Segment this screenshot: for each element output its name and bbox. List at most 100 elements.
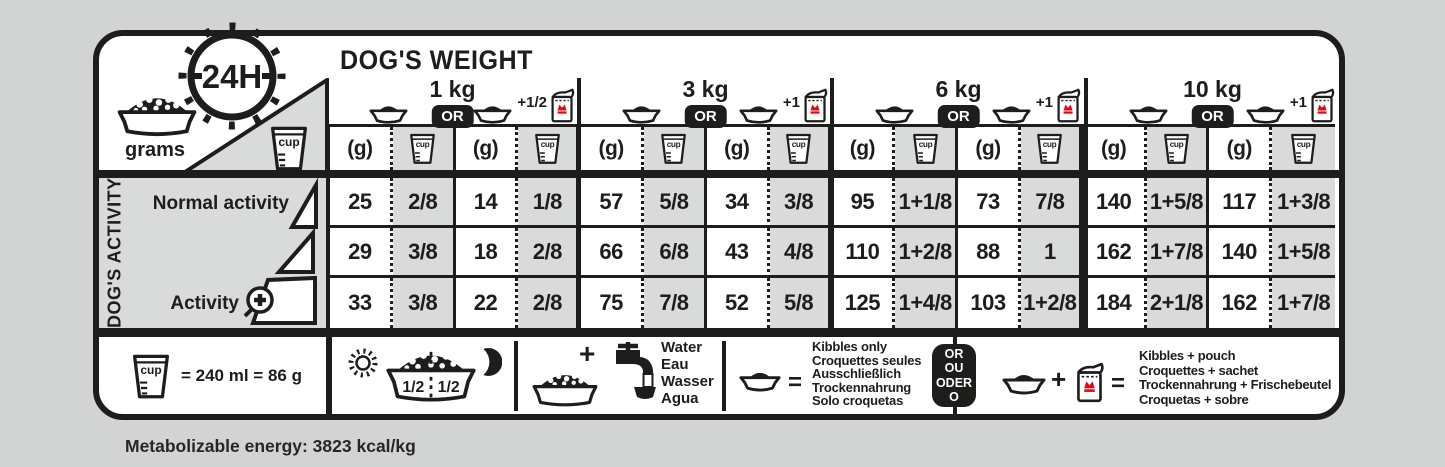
svg-text:cup: cup xyxy=(1170,140,1184,149)
legend-divider-thin xyxy=(514,341,518,411)
svg-text:cup: cup xyxy=(416,140,430,149)
legend-divider xyxy=(326,337,332,414)
table-cell: 75 xyxy=(581,278,645,328)
subheader-cup-cell: cup xyxy=(644,127,707,170)
bowl-icon xyxy=(622,106,661,124)
cup-conversion-label: = 240 ml = 86 g xyxy=(181,366,302,385)
table-cell: 1+5/8 xyxy=(1146,178,1210,228)
table-cell: 7/8 xyxy=(644,278,707,328)
subheader-cup-cell: cup xyxy=(1272,127,1335,170)
cup-icon: cup xyxy=(661,133,687,164)
equals-sign: = xyxy=(788,369,803,396)
grams-label: grams xyxy=(124,139,186,161)
pouch-icon xyxy=(551,88,575,123)
subheader-gram-cell: (g) xyxy=(456,127,519,170)
or-badge: OR OU ODER O xyxy=(932,344,976,407)
subheader-gram-cell: (g) xyxy=(833,127,896,170)
weight-group-10kg: 10 kg OR +1 xyxy=(1086,76,1339,128)
subheader-cup-cell: cup xyxy=(392,127,456,170)
svg-text:1/2: 1/2 xyxy=(402,379,424,396)
table-subheader: (g) cup (g) cup (g) cup (g) cup (g) cup (g) c… xyxy=(330,127,1335,170)
cup-icon: cup xyxy=(410,133,436,164)
table-cell: 1+4/8 xyxy=(895,278,959,328)
table-cell: 5/8 xyxy=(644,178,707,228)
table-cell: 162 xyxy=(1209,278,1273,328)
table-cell: 140 xyxy=(1209,228,1273,278)
or-pill: OR xyxy=(937,105,980,128)
plus-sign: + xyxy=(1051,364,1067,394)
table-cell: 34 xyxy=(706,178,770,228)
table-cell: 1+2/8 xyxy=(1020,278,1084,328)
or-pill: OR xyxy=(1191,105,1234,128)
group-divider xyxy=(1084,78,1088,328)
table-cell: 1 xyxy=(1020,228,1084,278)
table-cell: 3/8 xyxy=(392,278,456,328)
weight-label: 3 kg xyxy=(682,76,729,102)
bowl-icon xyxy=(875,106,914,124)
subheader-cup-cell: cup xyxy=(518,127,582,170)
table-cell: 43 xyxy=(706,228,770,278)
table-cell: 1+3/8 xyxy=(1272,178,1335,228)
bowl-icon xyxy=(739,106,778,124)
subheader-cup-cell: cup xyxy=(895,127,959,170)
table-cell: 184 xyxy=(1084,278,1147,328)
table-cell: 1+7/8 xyxy=(1272,278,1335,328)
kibbles-only-label: Kibbles only Croquettes seules Ausschlie… xyxy=(812,339,922,409)
bowl-icon xyxy=(369,106,408,124)
legend-separator-bar xyxy=(99,328,1339,337)
svg-text:cup: cup xyxy=(918,140,932,149)
table-cell: 18 xyxy=(455,228,519,278)
pouch-icon xyxy=(1077,362,1104,403)
bowl-icon xyxy=(1246,106,1285,124)
table-cell: 1+7/8 xyxy=(1146,228,1210,278)
cup-icon: cup xyxy=(1164,133,1189,164)
pouch-add-label: +1 xyxy=(782,94,800,111)
table-cell: 29 xyxy=(330,228,393,278)
equals-sign: = xyxy=(1111,370,1126,397)
table-cell: 110 xyxy=(832,228,896,278)
table-cell: 95 xyxy=(832,178,896,228)
header-separator-bar xyxy=(99,170,1339,178)
pouch-add-label: +1 xyxy=(1289,94,1307,111)
pouch-add-label: +1/2 xyxy=(517,94,547,111)
dogs-activity-axis-label: DOG'S ACTIVITY xyxy=(104,177,125,329)
metabolizable-energy-label: Metabolizable energy: 3823 kcal/kg xyxy=(125,436,416,456)
or-pill: OR xyxy=(684,105,727,128)
bowl-icon xyxy=(473,106,512,124)
table-cell: 22 xyxy=(456,278,519,328)
subheader-gram-cell: (g) xyxy=(958,127,1021,170)
weight-group-3kg: 3 kg OR +1 xyxy=(579,76,832,128)
cup-icon: cup xyxy=(534,133,560,164)
feeding-guide-card: DOG'S WEIGHT 24H grams xyxy=(93,22,1345,420)
subheader-cup-cell: cup xyxy=(1146,127,1210,170)
subheader-gram-cell: (g) xyxy=(1209,127,1273,170)
24h-label: 24H xyxy=(202,58,263,95)
table-cell: 2/8 xyxy=(392,178,456,228)
pouch-add-label: +1 xyxy=(1035,94,1053,111)
cup-icon: cup xyxy=(912,133,938,164)
subheader-gram-cell: (g) xyxy=(707,127,770,170)
table-cell: 3/8 xyxy=(769,178,833,228)
cup-icon: cup xyxy=(786,133,811,164)
table-cell: 1+5/8 xyxy=(1272,228,1335,278)
subheader-cup-cell: cup xyxy=(1020,127,1084,170)
svg-text:cup: cup xyxy=(667,140,681,149)
dogs-weight-title: DOG'S WEIGHT xyxy=(340,45,533,75)
svg-text:cup: cup xyxy=(1297,140,1311,149)
table-cell: 1+1/8 xyxy=(895,178,959,228)
cup-icon: cup xyxy=(133,354,169,399)
subheader-gram-cell: (g) xyxy=(1084,127,1147,170)
weight-label: 6 kg xyxy=(935,76,982,102)
table-cell: 117 xyxy=(1209,178,1273,228)
table-cell: 7/8 xyxy=(1020,178,1084,228)
svg-text:cup: cup xyxy=(140,363,161,377)
table-cell: 66 xyxy=(581,228,645,278)
table-cell: 14 xyxy=(455,178,519,228)
kibble-bowl-icon xyxy=(117,96,197,137)
table-cell: 33 xyxy=(330,278,393,328)
24h-clock-icon: 24H xyxy=(178,22,286,130)
cup-icon: cup xyxy=(271,126,307,171)
svg-text:cup: cup xyxy=(792,140,806,149)
svg-text:cup: cup xyxy=(1043,140,1057,149)
